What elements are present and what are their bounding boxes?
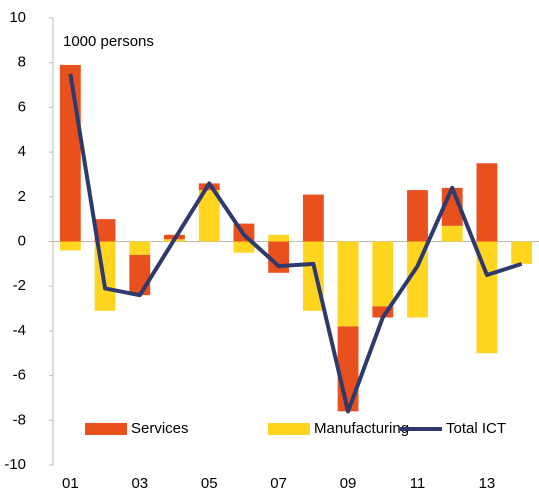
y-tick-label: -6 [13,367,26,384]
bar [511,241,533,264]
x-tick-label: 05 [201,475,218,492]
bar [372,241,394,307]
line [68,73,523,414]
bar [407,190,428,242]
annotation: 1000 persons [63,33,154,50]
y-tick-label: 10 [9,9,26,26]
bar [233,241,255,253]
bar [94,219,116,242]
bar [198,190,220,242]
x-tick-label: 01 [62,475,79,492]
x-tick-label: 09 [340,475,357,492]
bar [59,241,81,251]
y-tick-label: -2 [13,277,26,294]
bar [302,194,324,242]
bar [476,241,498,354]
y-tick-label: -8 [13,411,26,428]
y-tick-label: 2 [18,188,26,205]
legend-label: Services [131,420,189,437]
x-tick-label: 03 [131,475,148,492]
x-tick-label: 13 [479,475,496,492]
bar [59,64,81,242]
y-tick-label: 4 [18,143,26,160]
legend-swatch [85,423,127,435]
bar [268,234,290,242]
bar [407,241,428,318]
bar [441,225,463,242]
legend-label: Total ICT [446,420,506,437]
y-tick-label: -4 [13,322,26,339]
y-tick-label: 8 [18,54,26,71]
y-tick-label: 6 [18,98,26,115]
legend-label: Manufacturing [314,420,409,437]
y-tick-label: 0 [18,232,26,249]
x-tick-label: 11 [410,475,426,492]
bar [129,241,151,255]
bar [476,163,498,242]
x-tick-label: 07 [270,475,287,492]
bar [337,241,359,327]
legend-swatch [268,423,310,435]
bar [129,254,151,296]
bar [337,326,359,412]
bar [372,306,394,318]
y-tick-label: -10 [4,456,26,473]
